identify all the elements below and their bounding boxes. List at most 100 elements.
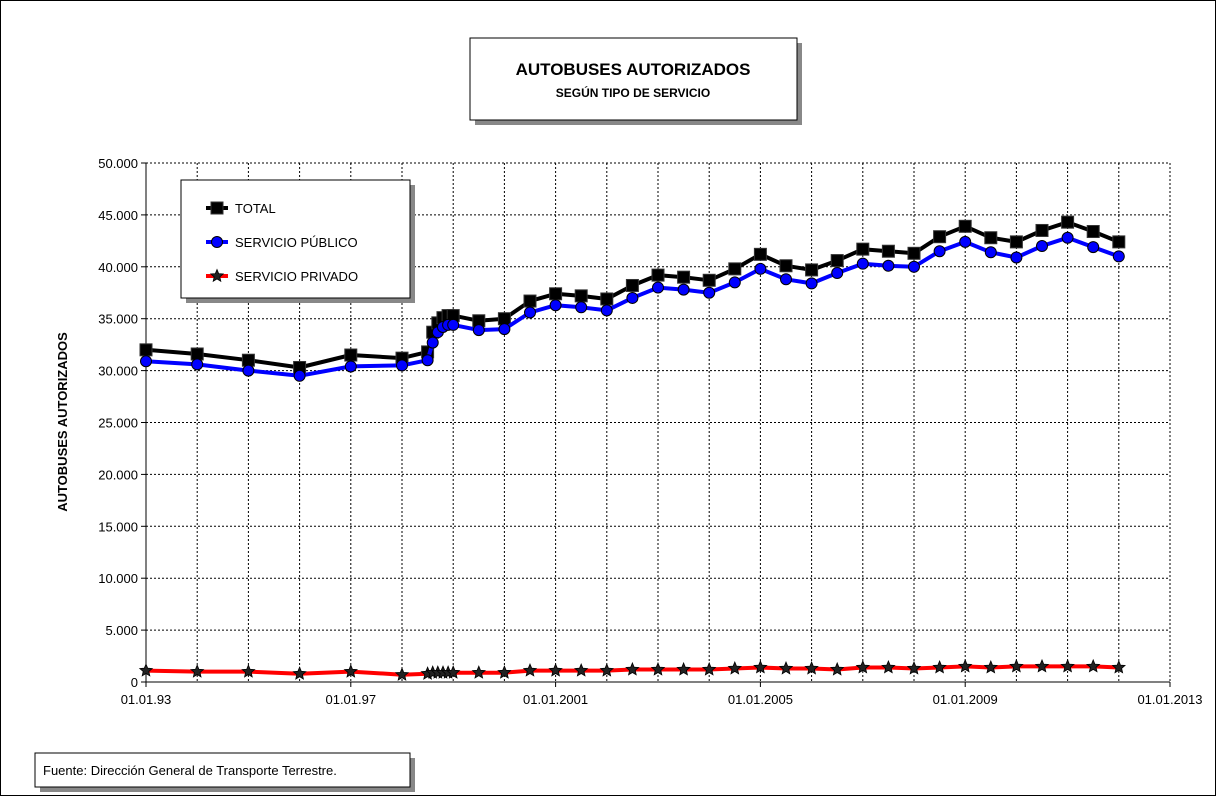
marker — [549, 299, 562, 312]
marker — [1061, 215, 1075, 229]
title-box — [469, 37, 798, 121]
chart-subtitle: SEGÚN TIPO DE SERVICIO — [556, 85, 710, 100]
x-tick-label: 01.01.93 — [121, 692, 172, 707]
marker — [754, 262, 767, 275]
marker — [446, 665, 461, 679]
marker — [1061, 231, 1074, 244]
marker — [1086, 225, 1100, 239]
marker — [983, 659, 998, 674]
x-tick-label: 01.01.2001 — [523, 692, 588, 707]
marker — [471, 665, 486, 679]
marker — [677, 270, 691, 284]
y-tick-label: 5.000 — [105, 623, 138, 638]
marker — [523, 294, 537, 308]
marker — [881, 244, 895, 258]
marker — [344, 360, 357, 373]
marker — [1010, 251, 1023, 264]
marker — [1111, 659, 1126, 674]
x-tick-label: 01.01.97 — [325, 692, 376, 707]
marker — [211, 236, 223, 248]
marker — [984, 246, 997, 259]
marker — [1009, 235, 1023, 249]
marker — [1087, 241, 1100, 254]
marker — [138, 663, 154, 677]
marker — [958, 219, 972, 233]
marker — [933, 230, 947, 244]
marker — [344, 348, 358, 362]
marker — [396, 359, 408, 372]
marker — [779, 259, 793, 273]
marker — [1009, 658, 1024, 673]
marker — [805, 277, 818, 290]
legend-label: SERVICIO PRIVADO — [235, 269, 358, 284]
marker — [497, 665, 512, 679]
marker — [524, 306, 536, 319]
marker — [906, 660, 922, 675]
marker — [727, 660, 742, 675]
marker — [753, 659, 768, 674]
marker — [830, 254, 844, 268]
marker — [933, 245, 946, 258]
marker — [625, 661, 640, 676]
y-tick-label: 0 — [131, 675, 138, 690]
marker — [209, 268, 225, 283]
marker — [574, 289, 588, 303]
marker — [190, 347, 204, 361]
marker — [498, 323, 511, 336]
marker — [881, 659, 896, 674]
marker — [677, 283, 690, 296]
marker — [804, 660, 819, 675]
marker — [447, 318, 460, 331]
marker — [421, 354, 434, 367]
marker — [1085, 658, 1101, 673]
marker — [574, 663, 589, 677]
marker — [1035, 223, 1049, 237]
y-tick-label: 35.000 — [98, 312, 138, 327]
marker — [728, 262, 742, 276]
legend-label: TOTAL — [235, 201, 276, 216]
y-tick-label: 20.000 — [98, 467, 138, 482]
marker — [1034, 658, 1050, 673]
marker — [1112, 250, 1125, 263]
marker — [753, 247, 767, 261]
source: Fuente: Dirección General de Transporte … — [43, 763, 337, 778]
marker — [522, 663, 538, 677]
marker — [139, 343, 153, 357]
marker — [829, 661, 845, 676]
marker — [241, 664, 256, 678]
marker — [778, 660, 794, 675]
marker — [191, 358, 204, 371]
marker — [907, 246, 921, 260]
marker — [343, 664, 359, 678]
marker — [676, 661, 691, 676]
legend-label: SERVICIO PÚBLICO — [235, 235, 358, 250]
marker — [472, 324, 485, 337]
marker — [701, 661, 717, 676]
y-tick-label: 50.000 — [98, 156, 138, 171]
marker — [292, 666, 307, 680]
marker — [957, 658, 973, 673]
marker — [959, 235, 972, 248]
marker — [856, 242, 870, 256]
marker — [426, 336, 439, 349]
marker — [241, 353, 255, 367]
marker — [548, 663, 563, 677]
marker — [293, 369, 306, 382]
marker — [575, 301, 588, 314]
marker — [140, 355, 152, 368]
marker — [600, 292, 614, 306]
marker — [831, 267, 844, 280]
source-box — [34, 752, 411, 788]
marker — [856, 257, 869, 270]
marker — [651, 268, 665, 282]
marker — [932, 659, 947, 674]
marker — [984, 231, 998, 245]
marker — [210, 201, 224, 215]
marker — [702, 273, 716, 287]
marker — [703, 286, 716, 299]
chart-title: AUTOBUSES AUTORIZADOS — [516, 60, 751, 79]
marker — [728, 276, 741, 289]
marker — [780, 273, 792, 286]
